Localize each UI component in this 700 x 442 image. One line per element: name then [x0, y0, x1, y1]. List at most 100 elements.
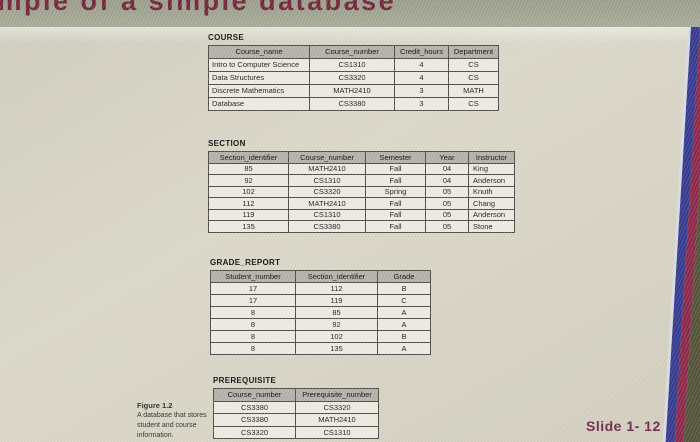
section-table-block: SECTION Section_identifier Course_number S… [208, 139, 515, 233]
table-cell: CS3380 [288, 220, 366, 233]
table-row: 17 112 B [210, 282, 431, 295]
column-header: Department [448, 45, 499, 59]
column-header: Student_number [210, 270, 296, 283]
table-cell: B [377, 330, 431, 343]
column-header: Course_name [208, 45, 310, 59]
table-cell: 17 [210, 282, 296, 295]
db-table: Course_number Prerequisite_number CS3380 CS… [213, 388, 379, 439]
section-table-label: SECTION [208, 139, 246, 148]
table-cell: Stone [468, 220, 515, 233]
table-cell: MATH2410 [309, 84, 395, 98]
column-header: Semester [365, 151, 426, 164]
table-cell: 135 [208, 220, 289, 233]
figure-caption-line: student and course [137, 422, 197, 430]
table-cell: 8 [210, 342, 296, 355]
table-cell: 05 [425, 208, 469, 221]
section-table: Section_identifier Course_number Semester Y… [208, 151, 515, 233]
table-cell: B [377, 282, 431, 295]
table-cell: CS1310 [295, 425, 379, 439]
column-header: Prerequisite_number [295, 388, 379, 402]
header-row: Course_name Course_number Credit_hours Depa… [208, 45, 499, 59]
figure-caption-title: Figure 1.2 [137, 401, 173, 410]
column-header: Credit_hours [394, 45, 449, 59]
table-cell: 8 [210, 330, 296, 343]
column-header: Course_number [213, 388, 296, 402]
table-cell: 4 [394, 71, 449, 85]
course-table: Course_name Course_number Credit_hours Depa… [208, 45, 499, 111]
table-cell: 102 [295, 330, 378, 343]
table-cell: CS [448, 58, 499, 72]
grade-report-table: Student_number Section_identifier Grade 17 1… [210, 270, 431, 355]
table-cell: 05 [425, 185, 469, 198]
grade-report-table-label: GRADE_REPORT [210, 258, 281, 267]
table-cell: A [377, 342, 431, 355]
figure-caption-line: information. [137, 432, 174, 440]
slide-title: Example of a simple database [0, 0, 397, 16]
table-cell: CS3380 [309, 97, 395, 111]
table-cell: 112 [208, 197, 289, 210]
table-cell: CS3380 [213, 400, 296, 414]
table-row: 85 MATH2410 Fall 04 King [208, 162, 515, 175]
table-cell: 05 [425, 197, 469, 210]
table-cell: 119 [295, 294, 378, 307]
table-row: 8 135 A [210, 342, 431, 355]
slide-title-band: Example of a simple database [0, 0, 700, 27]
table-cell: CS3320 [309, 71, 395, 85]
table-row: CS3380 CS3320 [213, 400, 379, 414]
column-header: Year [425, 151, 469, 164]
figure-caption: Figure 1.2 A database that stores studen… [137, 401, 242, 441]
db-table: Student_number Section_identifier Grade 17 1… [210, 270, 431, 355]
table-cell: 05 [425, 220, 469, 233]
table-row: 112 MATH2410 Fall 05 Chang [208, 197, 515, 210]
table-cell: Discrete Mathematics [208, 84, 310, 98]
table-cell: Data Structures [208, 71, 310, 85]
table-cell: CS [448, 71, 499, 85]
table-row: 119 CS1310 Fall 05 Anderson [208, 208, 515, 221]
db-table: Section_identifier Course_number Semester Y… [208, 151, 515, 233]
table-cell: Spring [365, 185, 426, 198]
table-cell: 112 [295, 282, 378, 295]
column-header: Course_number [309, 45, 395, 59]
slide-edge-decoration [661, 27, 700, 442]
table-cell: MATH [448, 84, 499, 98]
column-header: Instructor [468, 151, 515, 164]
table-cell: 92 [208, 174, 289, 187]
table-row: 8 92 A [210, 318, 431, 331]
table-cell: 92 [295, 318, 378, 331]
table-cell: 17 [210, 294, 296, 307]
table-row: CS3320 CS1310 [213, 425, 379, 439]
grade-report-table-block: GRADE_REPORT Student_number Section_ident… [210, 258, 431, 355]
table-cell: CS1310 [288, 208, 366, 221]
table-cell: A [377, 306, 431, 319]
table-cell: 85 [295, 306, 378, 319]
header-row: Course_number Prerequisite_number [213, 388, 379, 402]
table-cell: Intro to Computer Science [208, 58, 310, 72]
table-row: 8 85 A [210, 306, 431, 319]
table-cell: CS3320 [288, 185, 366, 198]
column-header: Course_number [288, 151, 366, 164]
table-cell: CS3320 [213, 425, 296, 439]
prerequisite-table-label: PREREQUISITE [213, 376, 277, 385]
table-cell: MATH2410 [288, 197, 366, 210]
table-cell: Database [208, 97, 310, 111]
table-cell: CS3320 [295, 400, 379, 414]
table-row: 92 CS1310 Fall 04 Anderson [208, 174, 515, 187]
table-row: 135 CS3380 Fall 05 Stone [208, 220, 515, 233]
slide-number: Slide 1- 12 [586, 418, 661, 434]
header-row: Section_identifier Course_number Semester Y… [208, 151, 515, 164]
table-cell: 4 [394, 58, 449, 72]
course-table-label: COURSE [208, 33, 245, 42]
figure-caption-line: A database that stores [137, 412, 207, 419]
table-row: 8 102 B [210, 330, 431, 343]
table-cell: Chang [468, 197, 515, 210]
table-cell: Fall [365, 197, 426, 210]
column-header: Section_identifier [208, 151, 289, 164]
table-cell: Knuth [468, 185, 515, 198]
prerequisite-table: Course_number Prerequisite_number CS3380 CS… [213, 388, 379, 439]
table-row: 102 CS3320 Spring 05 Knuth [208, 185, 515, 198]
table-cell: A [377, 318, 431, 331]
table-row: 17 119 C [210, 294, 431, 307]
table-cell: Fall [365, 162, 426, 175]
header-row: Student_number Section_identifier Grade [210, 270, 431, 283]
table-cell: C [377, 294, 431, 307]
